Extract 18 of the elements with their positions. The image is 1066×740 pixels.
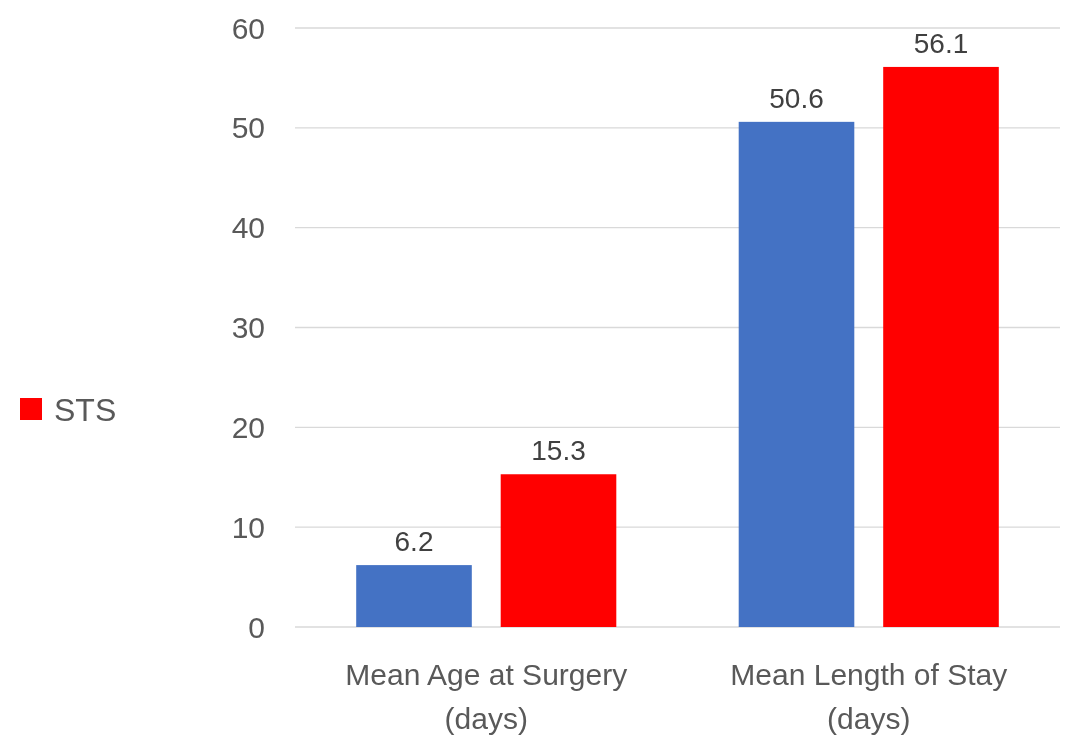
bar (738, 121, 855, 627)
data-label: 50.6 (769, 82, 824, 114)
bar (356, 565, 472, 627)
x-tick-label: Mean Age at Surgery (days) (345, 658, 628, 735)
bar (500, 474, 617, 627)
y-tick-label: 10 (231, 510, 265, 544)
data-label: 56.1 (913, 27, 969, 59)
y-tick-label: 60 (231, 11, 265, 45)
y-tick-label: 0 (248, 610, 265, 644)
data-label: 15.3 (531, 435, 586, 467)
bar (883, 66, 999, 627)
data-label: 6.2 (394, 526, 434, 558)
y-tick-label: 50 (231, 111, 265, 145)
y-tick-label: 20 (231, 410, 265, 444)
y-tick-label: 30 (231, 311, 265, 344)
y-tick-label: 40 (231, 211, 265, 245)
x-tick-label: Mean Length of Stay (days) (730, 658, 1008, 735)
legend-label: STS (54, 392, 117, 429)
